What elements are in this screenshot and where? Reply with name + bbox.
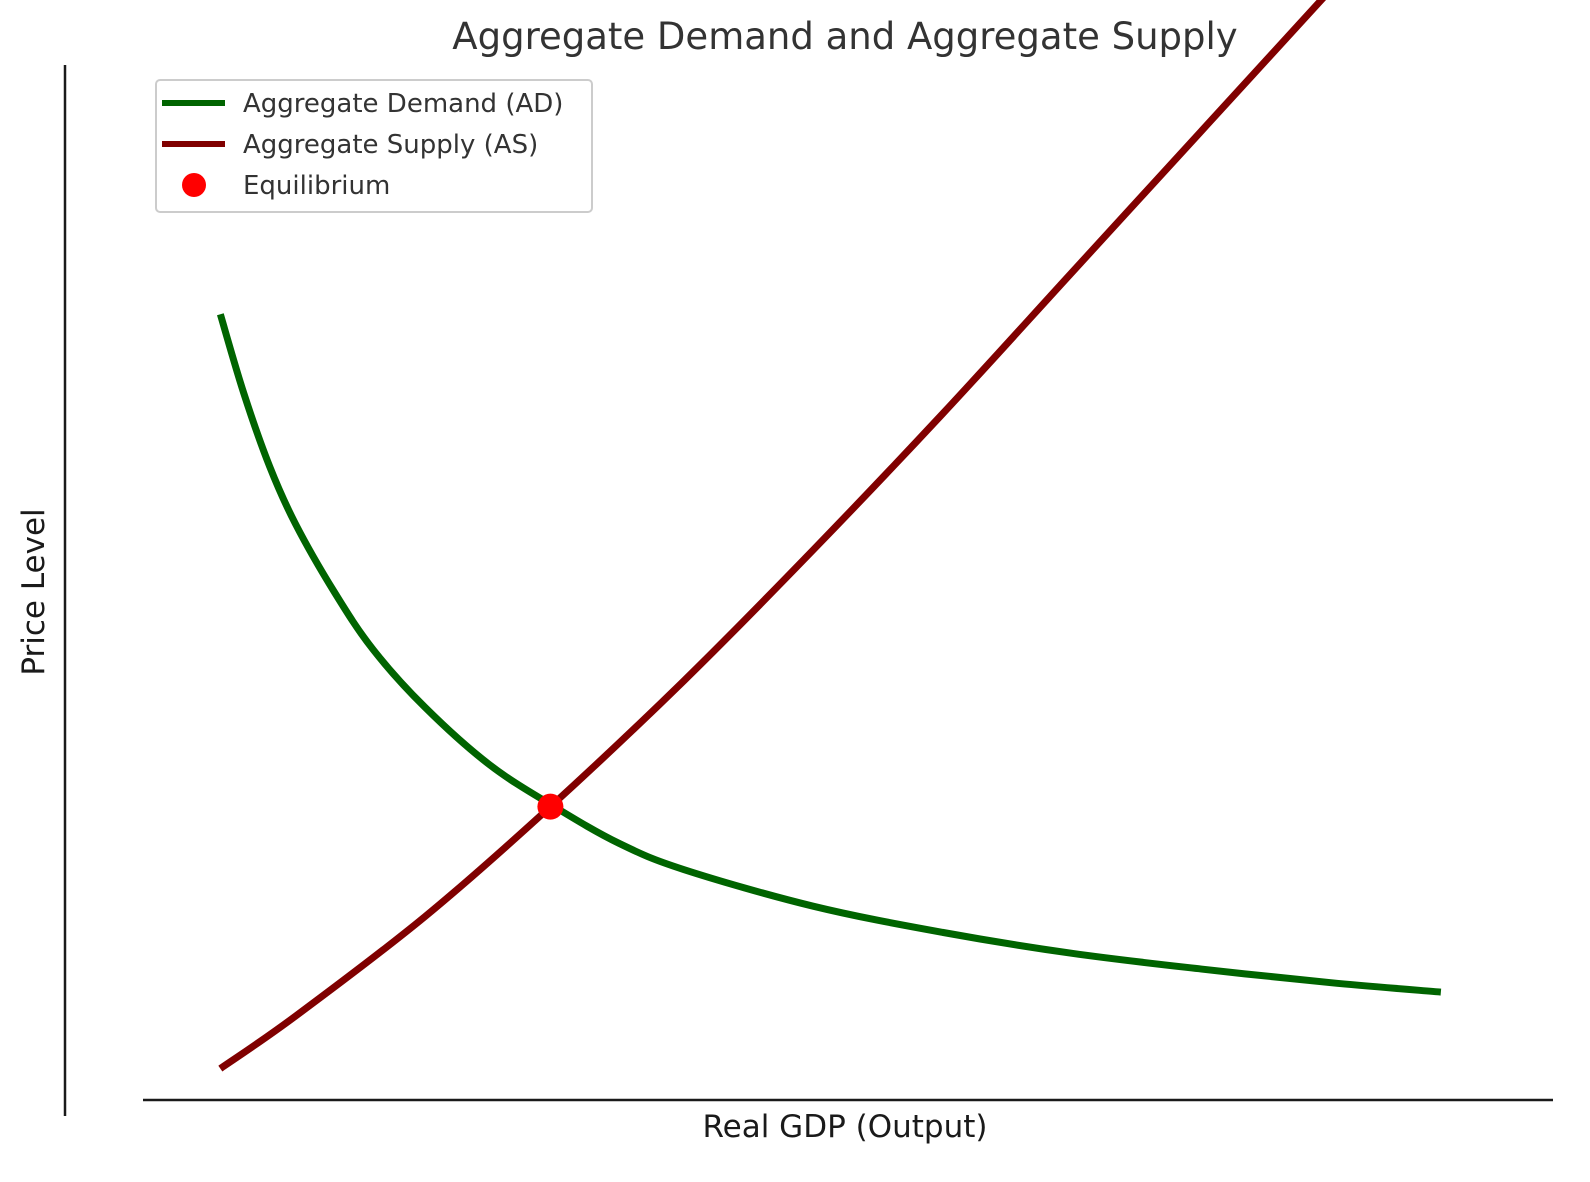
- chart-title: Aggregate Demand and Aggregate Supply: [452, 15, 1237, 58]
- legend-label-equilibrium: Equilibrium: [243, 171, 390, 201]
- legend-swatch-equilibrium: [182, 173, 206, 197]
- series-line-aggregate-supply: [218, 0, 1327, 1072]
- series-line-aggregate-demand: [217, 313, 1442, 996]
- legend-label-as: Aggregate Supply (AS): [243, 130, 538, 160]
- equilibrium-point: [537, 793, 564, 820]
- legend-label-ad: Aggregate Demand (AD): [243, 89, 563, 119]
- legend-box: [155, 79, 593, 213]
- y-axis-label: Price Level: [16, 508, 52, 675]
- plot-area: [217, 0, 1442, 1072]
- legend: Aggregate Demand (AD) Aggregate Supply (…: [155, 79, 593, 213]
- x-axis-label: Real GDP (Output): [703, 1109, 988, 1145]
